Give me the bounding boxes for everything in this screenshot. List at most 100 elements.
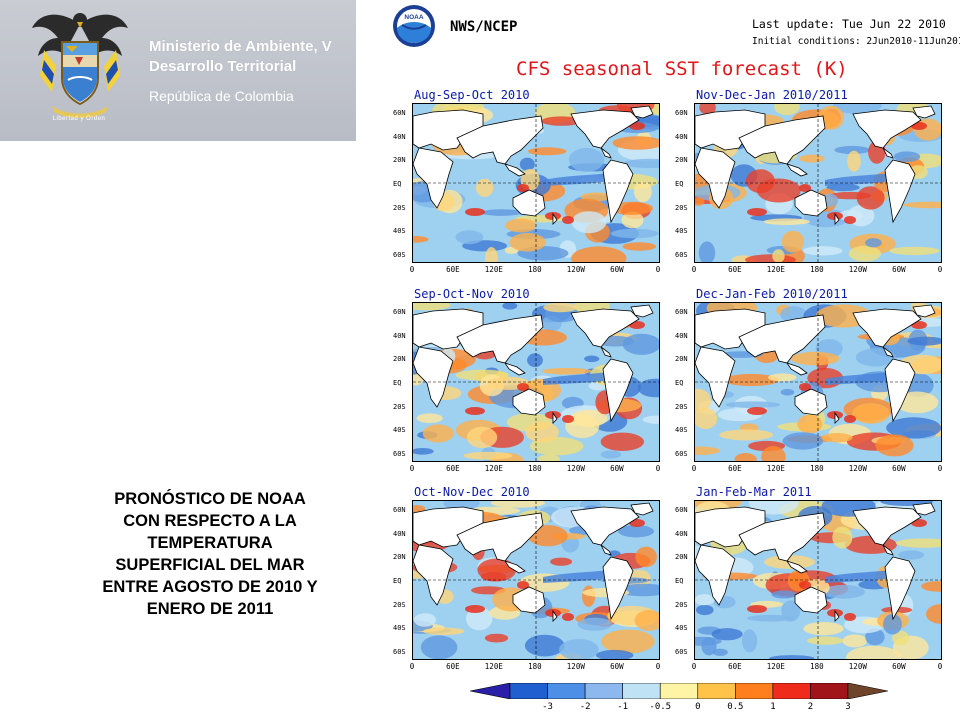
longitude-label: 180 — [810, 464, 824, 473]
colorbar-segment — [697, 683, 736, 699]
colorbar-segment — [547, 683, 586, 699]
longitude-label: 60E — [446, 464, 460, 473]
caption-line: SUPERFICIAL DEL MAR — [115, 556, 305, 574]
latitude-label: 60N — [675, 109, 688, 117]
latitude-label: EQ — [393, 577, 402, 585]
longitude-label: 60W — [892, 464, 906, 473]
colorbar-segment — [810, 683, 849, 699]
colombia-coat-of-arms-icon — [32, 13, 128, 118]
sst-forecast-figure: NOAA NWS/NCEP Last update: Tue Jun 22 20… — [380, 0, 960, 720]
colorbar-tick-label: 2 — [807, 702, 814, 712]
svg-text:NOAA: NOAA — [404, 14, 423, 21]
longitude-label: 60W — [610, 265, 624, 274]
latitude-label: 20S — [393, 203, 406, 212]
longitude-label: 0 — [937, 662, 943, 671]
latitude-label: 60N — [393, 109, 406, 117]
colorbar-segment — [509, 683, 548, 699]
panel-title: Jan-Feb-Mar 2011 — [696, 485, 812, 499]
longitude-label: 60E — [728, 464, 742, 473]
longitude-label: 0 — [409, 464, 415, 473]
longitude-label: 60E — [446, 265, 460, 274]
longitude-label: 0 — [409, 265, 415, 274]
longitude-label: 120E — [766, 464, 785, 473]
colorbar-tick-label: -1 — [617, 702, 629, 712]
noaa-logo-icon: NOAA — [393, 5, 435, 47]
latitude-label: 60N — [393, 308, 406, 316]
latitude-label: 20N — [393, 553, 406, 562]
longitude-label: 0 — [655, 662, 661, 671]
ministry-banner: Libertad y Orden Ministerio de Ambiente,… — [0, 0, 356, 141]
longitude-label: 60E — [446, 662, 460, 671]
latitude-label: 60N — [393, 506, 406, 514]
longitude-label: 180 — [528, 265, 542, 274]
latitude-label: 40N — [393, 529, 406, 538]
ministry-name-line1: Ministerio de Ambiente, V — [149, 38, 332, 55]
latitude-label: 20N — [675, 156, 688, 165]
colorbar-max-arrow — [847, 683, 888, 699]
latitude-label: 60N — [675, 308, 688, 316]
caption-line: CON RESPECTO A LA — [123, 512, 297, 530]
initial-conditions-label: Initial conditions: 2Jun2010-11Jun2010 — [752, 36, 960, 47]
longitude-label: 60W — [892, 662, 906, 671]
latitude-label: 20S — [393, 402, 406, 411]
colorbar-segment — [735, 683, 774, 699]
longitude-label: 0 — [655, 464, 661, 473]
latitude-label: 40S — [393, 426, 406, 435]
longitude-label: 180 — [810, 265, 824, 274]
colorbar-tick-label: -0.5 — [649, 702, 672, 712]
panel-title: Sep-Oct-Nov 2010 — [414, 287, 530, 301]
longitude-label: 120W — [848, 662, 867, 671]
figure-title: CFS seasonal SST forecast (K) — [516, 58, 848, 80]
latitude-label: 40N — [675, 132, 688, 141]
colorbar-segment — [659, 683, 699, 699]
sst-anomaly-map — [694, 103, 942, 263]
longitude-label: 180 — [528, 662, 542, 671]
colorbar-segment — [622, 683, 661, 699]
colorbar-tick-label: 3 — [845, 702, 851, 712]
latitude-label: 20N — [675, 553, 688, 562]
longitude-label: 0 — [937, 265, 943, 274]
longitude-label: 60W — [610, 662, 624, 671]
latitude-label: 60S — [393, 648, 406, 656]
sst-anomaly-map — [412, 302, 660, 462]
longitude-label: 120E — [766, 265, 785, 274]
colorbar-tick-label: 0.5 — [727, 702, 744, 712]
longitude-label: 120W — [566, 662, 585, 671]
latitude-label: EQ — [675, 577, 684, 585]
latitude-label: EQ — [675, 180, 684, 188]
forecast-caption: PRONÓSTICO DE NOAA CON RESPECTO A LA TEM… — [55, 488, 365, 620]
colorbar-segment — [772, 683, 811, 699]
longitude-label: 120W — [566, 464, 585, 473]
ministry-name-line2: Desarrollo Territorial — [149, 58, 297, 75]
sst-colorbar — [470, 683, 888, 699]
sst-anomaly-map — [694, 500, 942, 660]
latitude-label: EQ — [393, 180, 402, 188]
latitude-label: 20N — [675, 355, 688, 364]
latitude-label: 40N — [675, 529, 688, 538]
longitude-label: 0 — [409, 662, 415, 671]
latitude-label: 40N — [675, 331, 688, 340]
latitude-label: EQ — [393, 379, 402, 387]
sst-anomaly-map — [412, 103, 660, 263]
longitude-label: 120W — [848, 464, 867, 473]
sst-anomaly-map — [412, 500, 660, 660]
latitude-label: 20S — [675, 600, 688, 609]
latitude-label: 40S — [393, 624, 406, 633]
caption-line: ENTRE AGOSTO DE 2010 Y — [102, 578, 318, 596]
longitude-label: 0 — [691, 464, 697, 473]
panel-title: Dec-Jan-Feb 2010/2011 — [696, 287, 848, 301]
latitude-label: 20N — [393, 355, 406, 364]
longitude-label: 120E — [484, 662, 503, 671]
latitude-label: 40S — [675, 624, 688, 633]
longitude-label: 120E — [484, 464, 503, 473]
latitude-label: 20S — [675, 402, 688, 411]
colorbar-tick-label: -3 — [542, 702, 553, 712]
latitude-label: 20S — [675, 203, 688, 212]
caption-line: PRONÓSTICO DE NOAA — [114, 490, 306, 508]
longitude-label: 120W — [566, 265, 585, 274]
colorbar-segment — [584, 683, 623, 699]
longitude-label: 0 — [691, 662, 697, 671]
panel-title: Aug-Sep-Oct 2010 — [414, 88, 530, 102]
colorbar-tick-label: 0 — [695, 702, 701, 712]
coat-caption: Libertad y Orden — [52, 116, 106, 122]
